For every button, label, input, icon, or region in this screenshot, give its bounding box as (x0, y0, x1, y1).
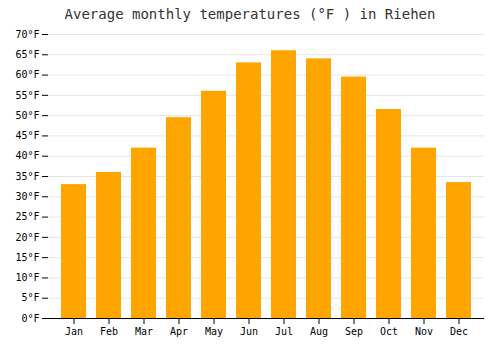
svg-text:30°F: 30°F (15, 191, 39, 202)
svg-text:15°F: 15°F (15, 252, 39, 263)
svg-text:Sep: Sep (345, 326, 363, 337)
svg-text:20°F: 20°F (15, 232, 39, 243)
svg-text:0°F: 0°F (21, 313, 39, 324)
svg-text:60°F: 60°F (15, 69, 39, 80)
svg-text:Feb: Feb (100, 326, 118, 337)
svg-text:40°F: 40°F (15, 150, 39, 161)
svg-text:65°F: 65°F (15, 49, 39, 60)
svg-text:Jul: Jul (275, 326, 293, 337)
svg-text:Apr: Apr (170, 326, 188, 337)
html-text:Average monthly temperatures (: Average monthly temperatures (°F ) in Ri… (64, 6, 436, 22)
svg-text:Mar: Mar (135, 326, 153, 337)
svg-text:May: May (205, 326, 223, 337)
svg-text:70°F: 70°F (15, 29, 39, 40)
svg-text:10°F: 10°F (15, 272, 39, 283)
svg-text:45°F: 45°F (15, 130, 39, 141)
svg-text:Nov: Nov (415, 326, 433, 337)
svg-text:Dec: Dec (450, 326, 468, 337)
svg-text:55°F: 55°F (15, 90, 39, 101)
svg-text:Oct: Oct (380, 326, 398, 337)
svg-text:Jun: Jun (240, 326, 258, 337)
svg-text:35°F: 35°F (15, 171, 39, 182)
svg-text:25°F: 25°F (15, 211, 39, 222)
svg-text:50°F: 50°F (15, 110, 39, 121)
svg-text:Jan: Jan (65, 326, 83, 337)
svg-text:Aug: Aug (310, 326, 328, 337)
svg-text:5°F: 5°F (21, 292, 39, 303)
